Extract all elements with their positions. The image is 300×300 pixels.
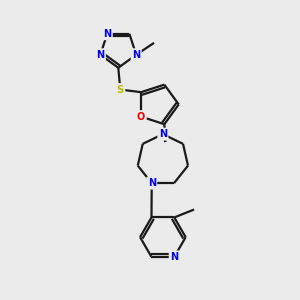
Text: S: S — [117, 85, 124, 94]
Text: O: O — [137, 112, 145, 122]
Text: N: N — [132, 50, 140, 60]
Text: N: N — [103, 29, 111, 39]
Text: N: N — [96, 50, 104, 60]
Text: N: N — [148, 178, 156, 188]
Text: N: N — [159, 129, 167, 139]
Text: N: N — [170, 252, 178, 262]
